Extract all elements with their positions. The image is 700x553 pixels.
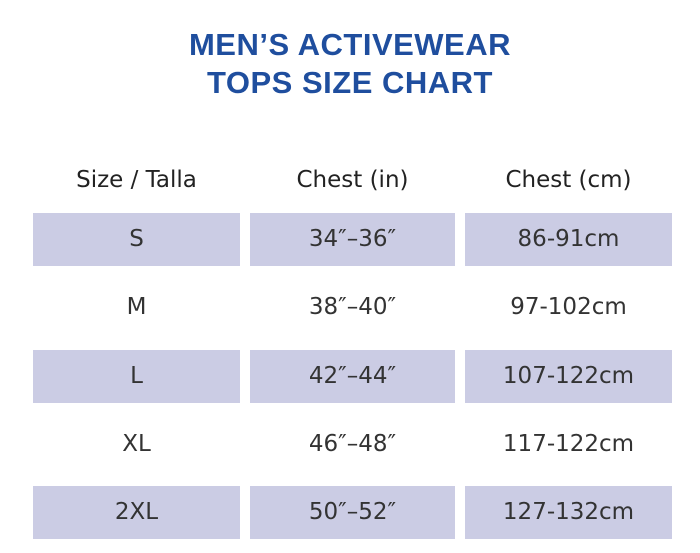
table-cell: 2XL: [33, 486, 240, 540]
title-line: TOPS SIZE CHART: [207, 65, 493, 100]
table-cell: M: [126, 294, 147, 321]
table-cell: 42″–44″: [250, 349, 455, 403]
column-header: Size / Talla: [76, 167, 197, 193]
table-cell: XL: [122, 430, 151, 457]
table-cell: S: [33, 213, 240, 266]
table-cell: 50″–52″: [250, 486, 455, 540]
table-cell: 38″–40″: [308, 294, 397, 321]
table-cell: 107-122cm: [465, 349, 672, 403]
table-cell: 46″–48″: [308, 430, 397, 457]
table-cell: 117-122cm: [502, 430, 635, 457]
table-cell: L: [33, 349, 240, 403]
table-cell: 86-91cm: [465, 213, 672, 266]
table-cell: 97-102cm: [510, 294, 627, 321]
column-header: Chest (cm): [505, 167, 632, 193]
table-cell: 34″–36″: [250, 213, 455, 266]
column-header: Chest (in): [296, 167, 409, 193]
title-line: MEN’S ACTIVEWEAR: [188, 27, 512, 62]
table-cell: 127-132cm: [465, 486, 672, 540]
